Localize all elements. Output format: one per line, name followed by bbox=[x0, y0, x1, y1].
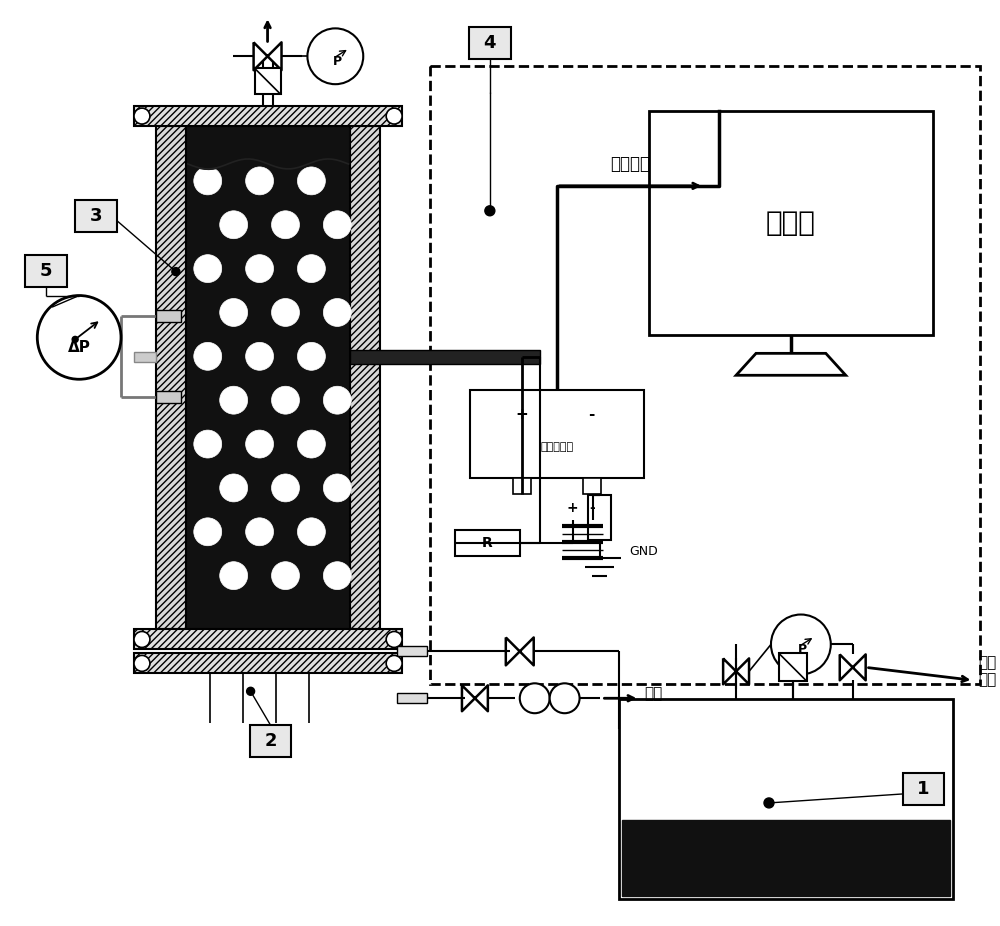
Polygon shape bbox=[736, 354, 846, 375]
Bar bbox=[25, 255, 67, 286]
Text: 2: 2 bbox=[264, 732, 277, 750]
Text: 1: 1 bbox=[917, 780, 930, 798]
Bar bbox=[134, 630, 402, 649]
Circle shape bbox=[172, 268, 180, 276]
Circle shape bbox=[323, 562, 351, 590]
Circle shape bbox=[246, 255, 274, 282]
Circle shape bbox=[134, 632, 150, 647]
Circle shape bbox=[307, 29, 363, 84]
Circle shape bbox=[297, 518, 325, 545]
Bar bbox=[469, 28, 511, 59]
Text: GND: GND bbox=[629, 545, 658, 558]
Bar bbox=[583, 478, 601, 494]
Bar bbox=[250, 725, 291, 757]
Bar bbox=[619, 699, 953, 898]
Text: 3: 3 bbox=[90, 206, 102, 225]
Circle shape bbox=[72, 336, 78, 343]
Bar bbox=[350, 350, 540, 364]
Text: 5: 5 bbox=[40, 262, 52, 280]
Circle shape bbox=[134, 108, 150, 124]
Bar bbox=[186, 126, 350, 630]
Text: P: P bbox=[798, 643, 807, 656]
Text: -: - bbox=[588, 407, 595, 421]
Circle shape bbox=[246, 430, 274, 458]
Circle shape bbox=[134, 656, 150, 671]
Circle shape bbox=[771, 615, 831, 674]
Circle shape bbox=[272, 562, 299, 590]
Text: R: R bbox=[481, 536, 492, 550]
Circle shape bbox=[194, 518, 222, 545]
Bar bbox=[134, 106, 402, 126]
Bar bbox=[156, 126, 186, 630]
Circle shape bbox=[246, 518, 274, 545]
Bar bbox=[903, 773, 944, 805]
Text: 高压: 高压 bbox=[978, 655, 997, 669]
Text: 电压采集卡: 电压采集卡 bbox=[540, 442, 573, 452]
Bar bbox=[134, 353, 156, 362]
Circle shape bbox=[246, 167, 274, 194]
Bar bbox=[134, 654, 402, 673]
Circle shape bbox=[194, 430, 222, 458]
Bar bbox=[255, 69, 281, 94]
Text: 计算机: 计算机 bbox=[766, 208, 816, 237]
Bar bbox=[350, 126, 380, 630]
Circle shape bbox=[272, 211, 299, 239]
Circle shape bbox=[272, 298, 299, 327]
Circle shape bbox=[550, 683, 580, 713]
Bar bbox=[649, 111, 933, 335]
Circle shape bbox=[220, 211, 248, 239]
Circle shape bbox=[323, 386, 351, 414]
Bar bbox=[455, 530, 520, 556]
Bar bbox=[156, 310, 181, 322]
Circle shape bbox=[220, 562, 248, 590]
Bar bbox=[588, 494, 611, 540]
Circle shape bbox=[194, 167, 222, 194]
Bar bbox=[470, 390, 644, 478]
Circle shape bbox=[386, 632, 402, 647]
Text: 4: 4 bbox=[484, 34, 496, 52]
Text: 数字信号: 数字信号 bbox=[610, 155, 650, 173]
Text: +: + bbox=[567, 501, 578, 515]
Bar bbox=[75, 200, 117, 232]
Circle shape bbox=[485, 206, 495, 216]
Text: P: P bbox=[333, 55, 342, 68]
Text: -: - bbox=[590, 501, 595, 515]
Text: +: + bbox=[515, 407, 528, 421]
Text: ΔP: ΔP bbox=[68, 340, 91, 355]
Bar bbox=[513, 478, 531, 494]
Circle shape bbox=[247, 687, 255, 695]
Text: 气源: 气源 bbox=[644, 686, 663, 701]
Circle shape bbox=[323, 298, 351, 327]
Circle shape bbox=[764, 798, 774, 807]
Bar bbox=[622, 820, 950, 895]
Circle shape bbox=[297, 167, 325, 194]
Bar bbox=[779, 654, 807, 682]
Circle shape bbox=[386, 108, 402, 124]
Circle shape bbox=[246, 343, 274, 370]
Circle shape bbox=[220, 474, 248, 502]
Circle shape bbox=[272, 386, 299, 414]
Circle shape bbox=[194, 255, 222, 282]
Circle shape bbox=[220, 386, 248, 414]
Bar bbox=[397, 694, 427, 703]
Circle shape bbox=[297, 430, 325, 458]
Circle shape bbox=[520, 683, 550, 713]
Text: 气源: 气源 bbox=[978, 672, 997, 687]
Circle shape bbox=[386, 656, 402, 671]
Circle shape bbox=[220, 298, 248, 327]
Circle shape bbox=[194, 343, 222, 370]
Circle shape bbox=[297, 255, 325, 282]
Bar bbox=[156, 391, 181, 403]
Circle shape bbox=[323, 211, 351, 239]
Bar bbox=[430, 67, 980, 684]
Circle shape bbox=[37, 295, 121, 380]
Circle shape bbox=[323, 474, 351, 502]
Bar bbox=[397, 646, 427, 657]
Circle shape bbox=[297, 343, 325, 370]
Circle shape bbox=[272, 474, 299, 502]
